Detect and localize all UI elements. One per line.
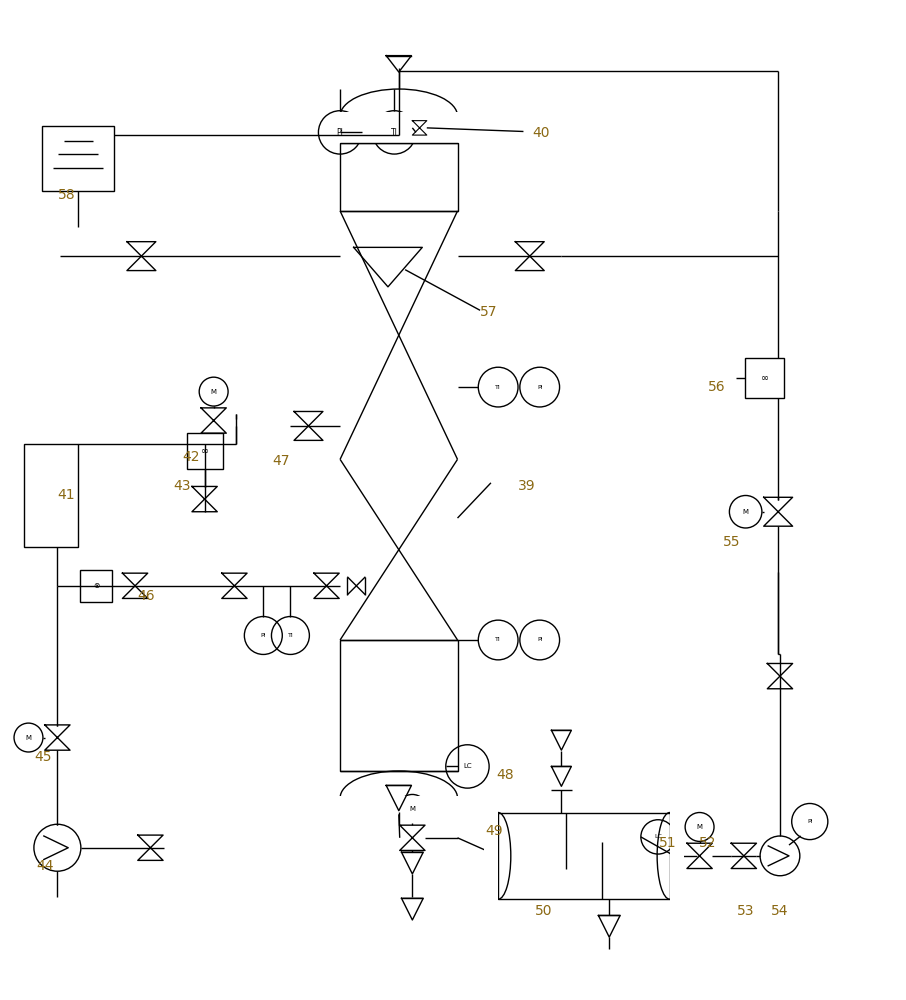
Text: 41: 41: [58, 488, 75, 502]
Text: 39: 39: [518, 479, 535, 493]
Bar: [42, 126, 114, 191]
Text: M: M: [410, 806, 415, 812]
Bar: [187, 433, 223, 469]
Text: 44: 44: [36, 859, 53, 873]
Text: M: M: [743, 509, 748, 515]
Text: 54: 54: [771, 904, 789, 918]
Bar: [24, 444, 78, 547]
Text: 42: 42: [182, 450, 200, 464]
Text: PI: PI: [337, 128, 343, 137]
Text: 49: 49: [486, 824, 504, 838]
Text: ∞: ∞: [200, 446, 208, 456]
Bar: [340, 640, 458, 771]
Text: PI: PI: [807, 819, 813, 824]
Text: TI: TI: [496, 637, 501, 642]
Text: TI: TI: [496, 385, 501, 390]
Text: M: M: [697, 824, 702, 830]
Bar: [80, 570, 112, 602]
Bar: [670, 810, 684, 902]
Text: LC: LC: [654, 834, 662, 839]
Text: 48: 48: [496, 768, 515, 782]
Text: TI: TI: [390, 128, 398, 137]
Text: 52: 52: [699, 836, 717, 850]
Text: TI: TI: [287, 633, 294, 638]
Text: PI: PI: [261, 633, 266, 638]
Bar: [337, 112, 460, 143]
Text: 40: 40: [533, 126, 550, 140]
Text: 47: 47: [273, 454, 290, 468]
Text: 46: 46: [137, 589, 155, 603]
Text: ⊗: ⊗: [93, 581, 100, 590]
Text: 58: 58: [58, 188, 75, 202]
Bar: [340, 143, 458, 211]
Text: M: M: [25, 735, 32, 741]
Text: 50: 50: [535, 904, 552, 918]
Text: 43: 43: [173, 479, 191, 493]
Bar: [498, 813, 670, 899]
Text: PI: PI: [537, 385, 543, 390]
Text: PI: PI: [537, 637, 543, 642]
Text: ∞: ∞: [760, 373, 768, 383]
Bar: [484, 810, 498, 902]
Text: LC: LC: [463, 763, 472, 769]
Text: 51: 51: [660, 836, 677, 850]
Text: M: M: [211, 389, 217, 395]
Text: 55: 55: [722, 535, 740, 549]
Text: 53: 53: [737, 904, 755, 918]
Bar: [745, 358, 785, 398]
Text: 45: 45: [34, 750, 52, 764]
Bar: [337, 796, 460, 828]
Text: 57: 57: [480, 305, 498, 319]
Text: 56: 56: [708, 380, 726, 394]
